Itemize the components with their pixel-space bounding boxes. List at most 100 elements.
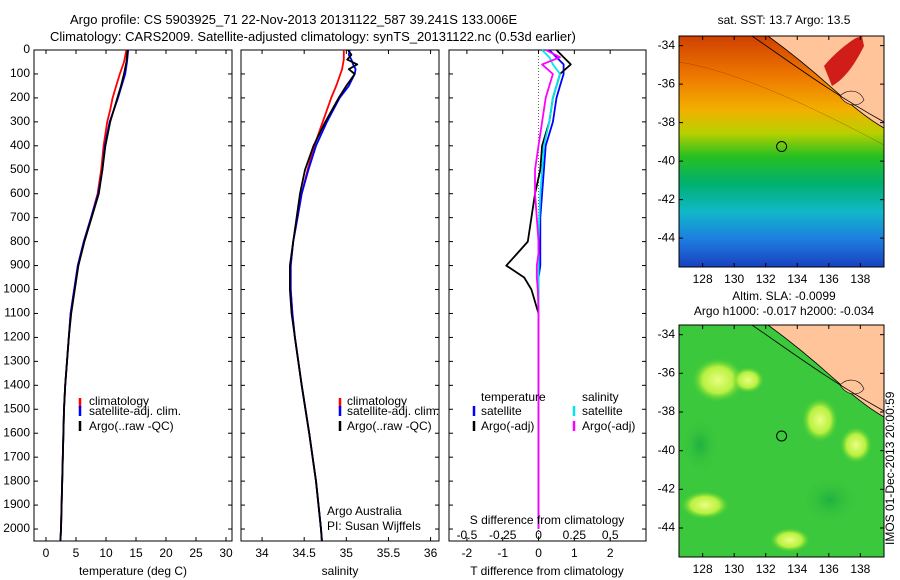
difference-t-xlabel: T difference from climatology	[470, 564, 624, 578]
salinity-axes-frame	[240, 49, 440, 542]
map-lon-tick-label: 134	[787, 272, 807, 286]
legend-argo-label: Argo(..raw -QC)	[347, 419, 432, 433]
map-lon-tick-label: 128	[693, 272, 713, 286]
depth-tick-label: 1700	[3, 449, 30, 463]
map-lon-tick-label: 130	[724, 562, 744, 576]
map-lat-tick-label: -36	[658, 76, 676, 90]
difference-axes-frame	[448, 49, 647, 542]
map-lat-tick-label: -40	[658, 443, 676, 457]
temperature-panel: 0 100 200 300 400 500 600 700 800 900 1000 1100 1200…	[3, 42, 233, 578]
depth-tick-label: 1200	[3, 330, 30, 344]
legend-salinity-heading: salinity	[582, 390, 619, 404]
map-lat-tick-label: -42	[658, 482, 676, 496]
sst-map-panel: sat. SST: 13.7 Argo: 13.5 128 130 132 134 13…	[658, 13, 885, 286]
depth-tick-label: 600	[10, 186, 30, 200]
legend-satellite-label: satellite-adj. clim.	[89, 404, 181, 418]
difference-series	[505, 49, 572, 529]
difference-s-xlabel: S difference from climatology	[470, 513, 625, 527]
x-tick-label: 36	[424, 546, 438, 560]
depth-tick-label: 1400	[3, 377, 30, 391]
legend-s-argo-label: Argo(-adj)	[582, 419, 635, 433]
depth-tick-label: 100	[10, 66, 30, 80]
x2-tick-label: 0	[535, 528, 542, 542]
x-tick-label: 10	[99, 546, 113, 560]
legend-climatology-label: climatology	[347, 394, 407, 408]
sla-map-panel: Altim. SLA: -0.0099 Argo h1000: -0.017 h…	[658, 289, 885, 576]
sla-map-frame	[678, 324, 885, 558]
map-lat-tick-label: -34	[658, 327, 676, 341]
depth-tick-label: 500	[10, 162, 30, 176]
temperature-xlabel: temperature (deg C)	[79, 564, 187, 578]
map-lat-tick-label: -34	[658, 38, 676, 52]
salinity-series	[288, 49, 359, 542]
x2-tick-label: -0.5	[457, 528, 478, 542]
x-tick-label: 35	[340, 546, 354, 560]
sla-map-axes: 128 130 132 134 136 138 -34 -36 -38 -40 -42 -44	[658, 325, 884, 576]
x-tick-label: 35.5	[377, 546, 401, 560]
sst-profile-location-marker	[776, 141, 788, 153]
depth-tick-label: 400	[10, 138, 30, 152]
depth-tick-label: 1600	[3, 425, 30, 439]
x-tick-label: 15	[129, 546, 143, 560]
depth-tick-label: 0	[23, 42, 30, 56]
salinity-x-axis: 34 34.5 35 35.5 36	[255, 50, 438, 560]
temperature-series	[59, 49, 130, 542]
x-tick-label: 25	[189, 546, 203, 560]
sla-map-title-line2: Argo h1000: -0.017 h2000: -0.034	[694, 304, 874, 318]
depth-tick-label: 200	[10, 90, 30, 104]
x-tick-label: 20	[159, 546, 173, 560]
map-lat-tick-label: -38	[658, 404, 676, 418]
salinity-annotation-program: Argo Australia	[327, 504, 402, 518]
depth-axis: 0 100 200 300 400 500 600 700 800 900 1000 1100 1200…	[3, 42, 232, 535]
map-lon-tick-label: 136	[819, 272, 839, 286]
sla-map-title-line1: Altim. SLA: -0.0099	[732, 289, 836, 303]
depth-tick-label: 800	[10, 234, 30, 248]
depth-tick-label: 1000	[3, 282, 30, 296]
legend-t-argo-label: Argo(-adj)	[481, 419, 534, 433]
x2-tick-label: -0.25	[489, 528, 517, 542]
x-tick-label: 0	[535, 546, 542, 560]
depth-tick-label: 700	[10, 210, 30, 224]
series-line-s_argo	[534, 49, 561, 529]
legend-s-satellite-label: satellite	[582, 404, 623, 418]
sla-profile-location-marker	[776, 430, 788, 442]
map-lat-tick-label: -36	[658, 366, 676, 380]
salinity-depth-ticks	[241, 49, 439, 530]
map-lon-tick-label: 130	[724, 272, 744, 286]
legend-t-satellite-label: satellite	[481, 404, 522, 418]
legend-argo-label: Argo(..raw -QC)	[89, 419, 174, 433]
depth-tick-label: 1300	[3, 354, 30, 368]
depth-tick-label: 1500	[3, 401, 30, 415]
depth-tick-label: 300	[10, 114, 30, 128]
imos-timestamp: IMOS 01-Dec-2013 20:00:59	[883, 391, 897, 545]
series-line-argo	[59, 49, 129, 542]
map-lon-tick-label: 134	[787, 562, 807, 576]
legend-temperature-heading: temperature	[481, 390, 546, 404]
depth-tick-label: 2000	[3, 521, 30, 535]
depth-tick-label: 900	[10, 258, 30, 272]
map-lon-tick-label: 128	[693, 562, 713, 576]
map-lon-tick-label: 138	[850, 562, 870, 576]
salinity-panel: 34 34.5 35 35.5 36 salinity climatology sate…	[240, 49, 440, 578]
temperature-axes-frame	[33, 49, 233, 542]
map-lon-tick-label: 132	[756, 272, 776, 286]
depth-tick-label: 1800	[3, 473, 30, 487]
x-tick-label: 2	[607, 546, 614, 560]
figure-title-line1: Argo profile: CS 5903925_71 22-Nov-2013 …	[70, 12, 518, 27]
map-lon-tick-label: 132	[756, 562, 776, 576]
map-lon-tick-label: 136	[819, 562, 839, 576]
temperature-x-axis: 0 5 10 15 20 25 30	[43, 50, 233, 560]
legend-climatology-label: climatology	[89, 394, 149, 408]
difference-panel: -2 -1 0 1 2 -0.5 -0.25 0 0.25 0.5 S difference fr…	[448, 49, 647, 578]
difference-x-axis: -2 -1 0 1 2 -0.5 -0.25 0 0.25 0.5	[457, 50, 619, 560]
x-tick-label: -1	[497, 546, 508, 560]
salinity-legend: climatology satellite-adj. clim. Argo(..…	[338, 394, 439, 433]
sst-map-title: sat. SST: 13.7 Argo: 13.5	[718, 13, 851, 27]
depth-tick-label: 1100	[4, 306, 30, 320]
difference-legend: temperature satellite Argo(-adj) salinit…	[472, 390, 635, 433]
x2-tick-label: 0.25	[563, 528, 587, 542]
figure-title-line2: Climatology: CARS2009. Satellite-adjuste…	[50, 29, 576, 44]
temperature-legend: climatology satellite-adj. clim. Argo(..…	[78, 394, 181, 433]
sst-map-axes: 128 130 132 134 136 138 -34 -36 -38 -40 -42 -44	[658, 36, 884, 286]
salinity-annotation-pi: PI: Susan Wijffels	[327, 519, 421, 533]
